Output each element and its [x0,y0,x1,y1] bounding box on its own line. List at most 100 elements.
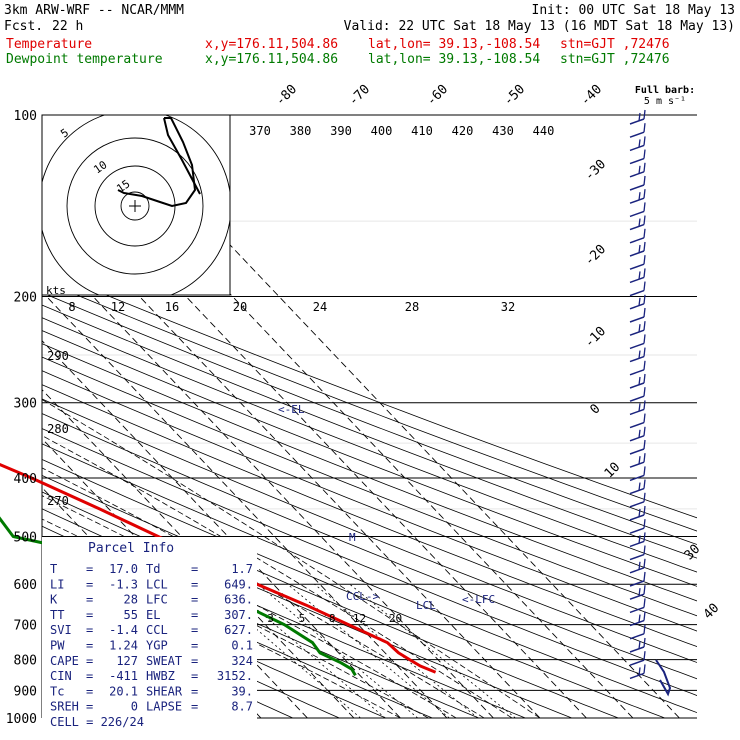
wind-barb-flag [638,508,641,518]
forecast-hours: 22 h [52,19,83,34]
hodograph-ring-label-10: 10 [91,158,109,176]
wind-barb-flag [643,255,646,265]
wind-speed-label-28: 28 [405,300,419,314]
wind-barb [629,342,645,350]
lfc-marker: <-LFC [462,593,495,606]
parcel-label-sreh: SREH [50,700,79,714]
wind-barb-flag [643,611,646,621]
theta-label-370: 370 [249,124,271,138]
wind-barb-flag [638,112,641,122]
wind-barb-flag [643,162,646,172]
wind-barb [629,184,645,191]
wind-barb-flag [643,439,646,450]
parcel-equals: = [86,623,93,637]
dry-adiabat [42,443,697,714]
theta-left-label-270: 270 [47,494,69,508]
wind-barb [629,329,645,336]
wind-barb-flag [643,241,646,252]
isotherm-label--30: -30 [582,157,609,184]
wind-barb-flag [643,307,646,318]
parcel-equals: = [86,654,93,668]
parcel-info-title: Parcel Info [88,541,174,556]
wind-barb [629,408,645,416]
wind-speed-label-20: 20 [233,300,247,314]
wind-barb [629,474,645,482]
wind-barb [629,131,645,138]
wind-barb-flag [638,667,641,676]
wind-barb [629,567,645,574]
pressure-tick-1000: 1000 [6,712,37,727]
parcel-equals: = [191,608,198,622]
wind-barb-cluster [655,659,672,697]
parcel-value-ygp: 0.1 [231,639,253,653]
theta-left-label-280: 280 [47,422,69,436]
wind-barb [629,157,645,165]
dewpoint-station: stn=GJT ,72476 [560,52,670,67]
wind-barb [629,237,645,244]
parcel-equals: = [191,684,198,698]
isotherm-label--10: -10 [582,324,609,351]
dry-adiabat [42,561,386,718]
parcel-label-li: LI [50,577,64,591]
parcel-equals: = [86,639,93,653]
parcel-label-k: K [50,593,58,607]
dry-adiabat [42,398,697,663]
wind-barb-flag [643,558,646,568]
pressure-tick-200: 200 [14,291,37,306]
pressure-tick-800: 800 [14,654,37,669]
parcel-equals: = [191,669,198,683]
wind-barb [629,487,645,495]
dry-adiabat [42,280,697,532]
wind-barb-flag [638,588,641,597]
wind-barb-flag [643,571,646,582]
sounding-traces [0,462,437,677]
hodograph-trace [163,117,201,195]
wind-barb-flag [643,426,646,436]
barb-legend-title: Full barb: [635,85,695,96]
parcel-label-pw: PW [50,639,65,653]
parcel-equals: = [86,669,93,683]
wind-barb [629,289,645,297]
dewpoint-xy: x,y=176.11,504.86 [205,52,338,67]
wind-barb-flag [643,624,646,634]
wind-barb-flag [643,268,646,278]
wind-barb [629,303,645,310]
wind-barb [629,527,645,534]
isotherm-label--50: -50 [501,82,528,109]
wind-speed-label-12: 12 [111,300,125,314]
wind-barb-flag [643,505,646,516]
wind-barb-flag [638,350,641,359]
mixing-ratio-label-8: 8 [329,612,336,625]
parcel-value-lcl: 649. [224,577,253,591]
parcel-value-li: -1.3 [109,577,138,591]
wind-barb-flag [638,244,641,254]
isotherm [42,291,448,718]
wind-speed-label-8: 8 [68,300,75,314]
parcel-value-tt: 55 [124,608,138,622]
pressure-tick-300: 300 [14,397,37,412]
isotherm-label--60: -60 [424,82,451,109]
wind-barb-flag [643,109,646,120]
mixing-ratio-label-5: 5 [299,612,306,625]
dry-adiabat [42,343,697,602]
wind-barb-flag [643,413,646,423]
parcel-label-cape: CAPE [50,654,79,668]
parcel-equals: = [86,562,93,576]
isotherm-label--70: -70 [346,82,373,109]
wind-barb-flag [643,400,646,410]
temperature-xy: x,y=176.11,504.86 [205,37,338,52]
parcel-label-tc: Tc [50,684,64,698]
parcel-equals: = [86,700,93,714]
wind-barb-flag [638,482,641,491]
isotherm-label--80: -80 [273,82,300,109]
parcel-label-hwbz: HWBZ [146,669,175,683]
isotherm-label-40: 40 [701,601,723,623]
wind-barb-flag [638,165,641,174]
pressure-tick-600: 600 [14,578,37,593]
parcel-value-svi: -1.4 [109,623,138,637]
isotherm-label-0: 0 [587,401,603,417]
moist-adiabat [42,518,429,718]
wind-barb [629,593,645,600]
wind-barb-flag [643,294,646,304]
wind-barb-flag [638,614,641,623]
